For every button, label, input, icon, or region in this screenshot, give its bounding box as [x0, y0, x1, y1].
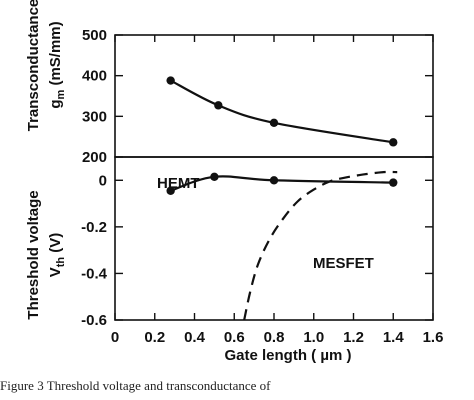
xtick-label-8: 1.6	[423, 329, 444, 346]
top-ytick-label-3: 500	[82, 27, 107, 44]
bottom-ytick-label-3: -0.6	[81, 312, 107, 329]
transconductance-point-3	[389, 138, 398, 147]
xtick-label-3: 0.6	[224, 329, 245, 346]
top-panel-frame	[114, 34, 434, 158]
x-axis-title: Gate length ( µm )	[225, 347, 352, 364]
bottom-ytick-label-2: -0.4	[81, 265, 108, 282]
transconductance-line	[170, 79, 394, 144]
hemt-point-3	[389, 178, 398, 187]
xtick-label-0: 0	[111, 329, 119, 346]
top-ytick-label-1: 300	[82, 108, 107, 125]
hemt-point-2	[269, 176, 279, 185]
hemt-label: HEMT	[157, 175, 200, 192]
top-ytick-label-0: 200	[82, 149, 107, 166]
bottom-ylabel-line1: Threshold voltage	[25, 190, 42, 319]
xtick-label-1: 0.2	[144, 329, 165, 346]
figure-svg: Transconductance gm (mS/mm) Threshold vo…	[25, 0, 444, 364]
bottom-ylabel-line2: Vth (V)	[47, 233, 67, 278]
xtick-label-2: 0.4	[184, 329, 206, 346]
bottom-ytick-label-1: -0.2	[81, 219, 107, 236]
mesfet-line	[243, 170, 398, 321]
mesfet-label: MESFET	[313, 255, 374, 272]
hemt-point-1	[210, 172, 219, 181]
transconductance-point-1	[214, 101, 223, 110]
xtick-label-6: 1.2	[343, 329, 364, 346]
top-ytick-label-2: 400	[82, 68, 107, 85]
xtick-label-5: 1.0	[303, 329, 324, 346]
bottom-ytick-label-0: 0	[99, 172, 107, 189]
top-ylabel-line2: gm (mS/mm)	[47, 21, 67, 108]
transconductance-point-0	[166, 76, 175, 85]
hemt-point-0	[166, 186, 175, 195]
top-ylabel-line1: Transconductance	[25, 0, 42, 131]
transconductance-point-2	[269, 118, 279, 128]
figure-caption: Figure 3 Threshold voltage and transcond…	[0, 378, 271, 393]
hemt-line	[170, 175, 394, 192]
xtick-label-7: 1.4	[383, 329, 405, 346]
xtick-label-4: 0.8	[264, 329, 285, 346]
